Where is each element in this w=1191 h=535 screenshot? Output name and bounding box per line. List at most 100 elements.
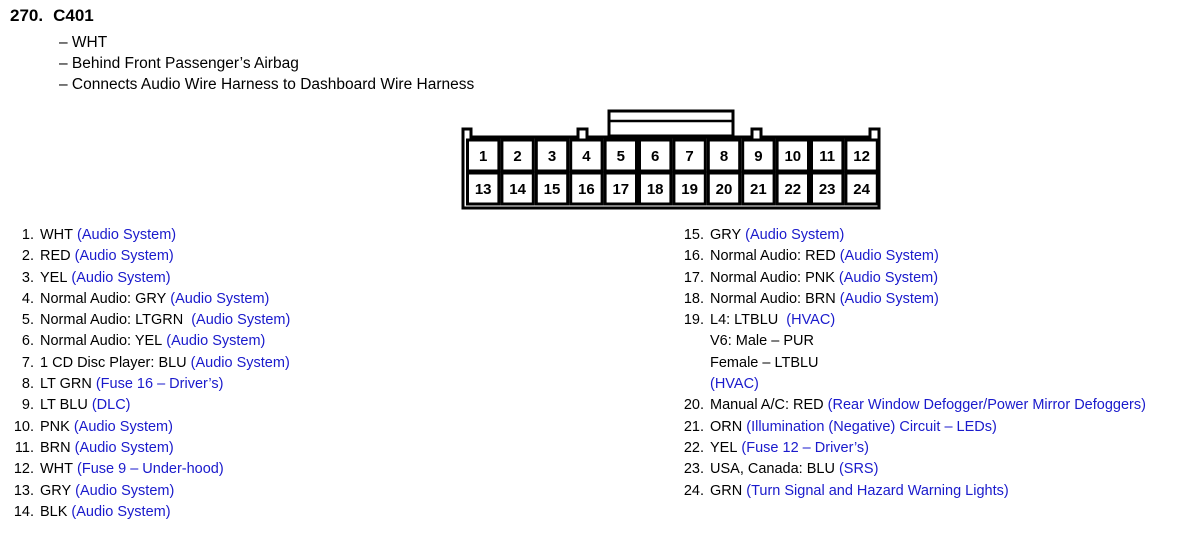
- cavity-number: 5: [617, 148, 625, 165]
- pin-circuit-link[interactable]: (Audio System): [191, 312, 291, 329]
- pin-circuit-link[interactable]: (Audio System): [73, 418, 173, 435]
- pin-wire: ORN: [710, 418, 743, 435]
- pin-item: 11. BRN (Audio System): [10, 438, 290, 459]
- cavity-number: 2: [513, 148, 521, 165]
- pin-item: 6. Normal Audio: YEL (Audio System): [10, 331, 290, 352]
- pin-item: 15. GRY (Audio System): [678, 225, 1146, 246]
- pin-circuit-link[interactable]: (Audio System): [170, 290, 270, 307]
- pin-circuit-link[interactable]: (HVAC): [710, 376, 759, 393]
- connector-cavity: [466, 171, 501, 206]
- pin-number: 21.: [683, 418, 704, 435]
- pin-number: 20.: [683, 397, 704, 414]
- pin-circuit-link[interactable]: (SRS): [838, 461, 879, 478]
- pin-circuit-link[interactable]: (Audio System): [74, 439, 174, 456]
- pin-wire: RED: [40, 248, 71, 265]
- pin-wire: LT BLU: [40, 397, 88, 414]
- cavity-number: 3: [548, 148, 556, 165]
- pin-wire: GRY: [40, 482, 72, 499]
- cavity-number: 15: [544, 181, 561, 198]
- cavity-number: 10: [784, 148, 801, 165]
- pin-circuit-link[interactable]: (HVAC): [786, 312, 836, 329]
- pin-circuit-link[interactable]: (Audio System): [71, 503, 171, 520]
- pin-circuit-link[interactable]: (Audio System): [190, 354, 290, 371]
- pin-number: 11.: [14, 439, 34, 456]
- pin-circuit-link[interactable]: (Audio System): [745, 227, 845, 243]
- connector-cavity: [603, 171, 638, 206]
- pin-number: 17.: [683, 269, 704, 286]
- pin-number: 8.: [21, 376, 34, 393]
- pin-item: 9. LT BLU (DLC): [10, 395, 290, 416]
- connector-lock-tab: [607, 109, 735, 138]
- connector-cavity: [741, 171, 776, 206]
- pin-wire: Normal Audio: YEL: [40, 333, 163, 350]
- pin-circuit-link[interactable]: (Audio System): [74, 248, 174, 265]
- cavity-number: 6: [651, 148, 659, 165]
- connector-id: C401: [53, 6, 94, 25]
- pin-circuit-link[interactable]: (Illumination (Negative) Circuit – LEDs): [746, 418, 997, 435]
- pin-circuit-link[interactable]: (Audio System): [77, 227, 177, 243]
- pin-wire: Normal Audio: PNK: [710, 269, 835, 286]
- connector-cavity: [569, 138, 604, 173]
- connector-cavity: [775, 138, 810, 173]
- pin-wire: WHT: [40, 461, 74, 478]
- pin-circuit-link[interactable]: (Audio System): [838, 269, 939, 286]
- pin-wire: PNK: [40, 418, 70, 435]
- cavity-number: 12: [853, 148, 870, 165]
- pin-wire: Normal Audio: BRN: [710, 290, 836, 307]
- pin-number: 7.: [21, 354, 34, 371]
- pin-number: 19.: [683, 312, 704, 329]
- description-line: – WHT: [59, 34, 108, 51]
- pin-number: 13.: [13, 482, 34, 499]
- cavity-number: 23: [819, 181, 836, 198]
- cavity-number: 13: [475, 181, 492, 198]
- pin-number: 12.: [13, 461, 34, 478]
- pin-wire: YEL: [710, 439, 738, 456]
- pin-circuit-link[interactable]: (Audio System): [839, 290, 939, 307]
- connector-outline: [461, 127, 881, 210]
- pin-wire: LT GRN: [40, 376, 92, 393]
- pin-circuit-link[interactable]: (Fuse 12 – Driver’s): [741, 439, 870, 456]
- cavity-number: 17: [612, 181, 629, 198]
- cavity-number: 14: [509, 181, 526, 198]
- pin-circuit-link[interactable]: (Audio System): [71, 269, 171, 286]
- pin-list-right: 15. GRY (Audio System) 16. Normal Audio: RED…: [678, 225, 1146, 502]
- pin-wire: GRN: [710, 482, 743, 499]
- pin-item-extra: V6: Male – PUR: [710, 333, 814, 350]
- pin-item: 20. Manual A/C: RED (Rear Window Defogger/…: [678, 395, 1146, 416]
- pin-circuit-link[interactable]: (Audio System): [75, 482, 175, 499]
- connector-cavity: [638, 171, 673, 206]
- pin-item: 4. Normal Audio: GRY (Audio System): [10, 289, 290, 310]
- pin-list-left: 1. WHT (Audio System) 2. RED (Audio System) 3.…: [10, 225, 291, 523]
- pin-circuit-link[interactable]: (Fuse 16 – Driver’s): [95, 376, 224, 393]
- pin-number: 9.: [21, 397, 34, 414]
- section-number: 270.: [10, 6, 44, 25]
- connector-cavity: [810, 138, 845, 173]
- connector-cavity: [810, 171, 845, 206]
- connector-cavity: [775, 171, 810, 206]
- pin-circuit-link[interactable]: (Fuse 9 – Under-hood): [77, 461, 224, 478]
- pin-circuit-link[interactable]: (Turn Signal and Hazard Warning Lights): [746, 482, 1009, 499]
- pin-number: 14.: [13, 503, 34, 520]
- pin-wire: 1 CD Disc Player: BLU: [40, 354, 187, 371]
- pin-item: 21. ORN (Illumination (Negative) Circuit –…: [678, 417, 1146, 438]
- pin-number: 18.: [683, 290, 704, 307]
- pin-circuit-link[interactable]: (Audio System): [839, 248, 939, 265]
- cavity-number: 4: [582, 148, 591, 165]
- pin-circuit-link[interactable]: (DLC): [91, 397, 131, 414]
- pin-wire: Normal Audio: RED: [710, 248, 836, 265]
- pin-item: 23. USA, Canada: BLU (SRS): [678, 459, 1146, 480]
- pin-wire: USA, Canada: BLU: [710, 461, 835, 478]
- page-title: 270. C401: [10, 6, 104, 26]
- pin-item-extra: Female – LTBLU: [710, 354, 819, 371]
- cavity-number: 24: [853, 181, 870, 198]
- pin-number: 1.: [21, 227, 34, 243]
- connector-cavity: [466, 138, 501, 173]
- pin-circuit-link[interactable]: (Audio System): [166, 333, 266, 350]
- pin-item: 16. Normal Audio: RED (Audio System): [678, 246, 1146, 267]
- pin-number: 5.: [21, 312, 34, 329]
- pin-circuit-link[interactable]: (Rear Window Defogger/Power Mirror Defog…: [827, 397, 1146, 414]
- connector-cavity: [672, 171, 707, 206]
- connector-cavity: [603, 138, 638, 173]
- pin-wire: WHT: [40, 227, 74, 243]
- pin-number: 16.: [683, 248, 704, 265]
